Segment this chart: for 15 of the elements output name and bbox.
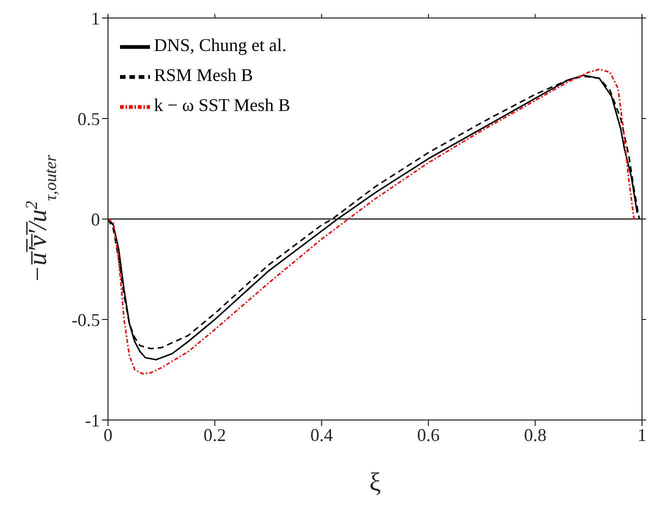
legend-label: k − ω SST Mesh B — [154, 95, 290, 116]
y-tick-label: 0.5 — [78, 108, 100, 129]
y-tick-label: 0 — [91, 209, 100, 230]
x-axis-title: ξ — [369, 467, 381, 496]
y-tick-label: 1 — [91, 8, 100, 28]
x-tick-label: 0.8 — [524, 424, 546, 445]
x-tick-label: 0.4 — [310, 424, 333, 445]
x-tick-label: 0 — [104, 424, 112, 445]
y-tick-label: -0.5 — [72, 310, 100, 330]
x-tick-label: 1 — [638, 424, 646, 445]
legend-label: DNS, Chung et al. — [154, 35, 286, 56]
x-tick-label: 0.6 — [417, 424, 440, 445]
x-tick-label: 0.2 — [204, 424, 226, 445]
y-tick-label: -1 — [85, 410, 100, 430]
legend-label: RSM Mesh B — [154, 65, 254, 86]
